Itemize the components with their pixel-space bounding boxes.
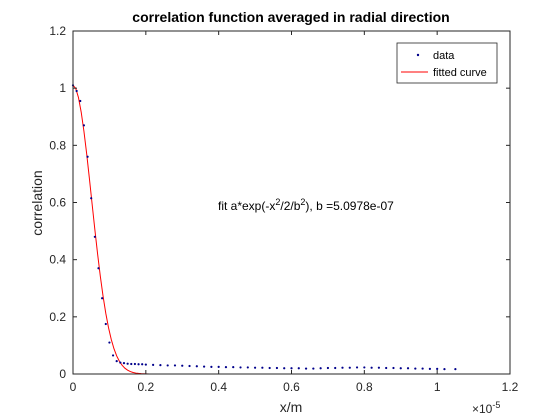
data-point bbox=[90, 197, 93, 200]
fit-annotation: fit a*exp(-x2/2/b2), b =5.0978e-07 bbox=[218, 197, 394, 213]
data-point bbox=[428, 367, 431, 370]
data-point bbox=[137, 363, 140, 366]
fit-annotation-middle: /2/b bbox=[280, 199, 300, 213]
y-tick-label: 1.2 bbox=[49, 24, 66, 38]
plot-area bbox=[73, 31, 510, 374]
data-point bbox=[203, 365, 206, 368]
data-point bbox=[79, 99, 82, 103]
y-tick-label: 0 bbox=[59, 367, 66, 381]
data-point bbox=[399, 367, 402, 370]
data-point bbox=[355, 366, 359, 369]
data-point bbox=[246, 366, 249, 369]
fit-annotation-sup1: 2 bbox=[275, 197, 280, 207]
data-point bbox=[443, 368, 446, 371]
data-point bbox=[253, 366, 257, 369]
data-point bbox=[385, 366, 388, 370]
fit-annotation-prefix: fit a*exp(-x bbox=[218, 199, 275, 213]
x-tick-label: 0 bbox=[70, 380, 77, 394]
data-point bbox=[130, 362, 133, 366]
x-tick-label: 1 bbox=[434, 380, 441, 394]
data-point bbox=[101, 297, 104, 300]
x-tick-label: 0.2 bbox=[137, 380, 154, 394]
data-point bbox=[104, 322, 107, 326]
x-exponent-label: ×10-5 bbox=[472, 400, 500, 416]
data-point bbox=[377, 366, 380, 369]
data-point bbox=[268, 366, 271, 370]
y-tick-label: 0.6 bbox=[49, 196, 66, 210]
data-point bbox=[119, 361, 122, 364]
data-point bbox=[326, 366, 330, 370]
data-point bbox=[82, 124, 86, 127]
data-point bbox=[224, 366, 228, 369]
x-tick-label: 0.8 bbox=[356, 380, 373, 394]
y-tick-label: 0.2 bbox=[49, 310, 66, 324]
data-point bbox=[421, 367, 424, 370]
data-point bbox=[348, 366, 351, 369]
y-tick-label: 0.8 bbox=[49, 138, 66, 152]
data-point bbox=[406, 367, 410, 370]
x-axis: 0 0.2 0.4 0.6 0.8 1 1.2 bbox=[70, 31, 519, 394]
data-point bbox=[181, 364, 184, 367]
data-point bbox=[232, 366, 235, 369]
data-point bbox=[173, 364, 177, 367]
x-axis-label: x/m bbox=[280, 399, 303, 415]
data-point bbox=[141, 363, 144, 366]
data-point bbox=[297, 367, 300, 370]
data-point bbox=[115, 360, 118, 363]
data-point bbox=[370, 366, 373, 369]
data-point bbox=[159, 364, 162, 367]
data-point bbox=[341, 366, 344, 369]
x-tick-label: 1.2 bbox=[502, 380, 519, 394]
data-point bbox=[75, 89, 78, 93]
legend-box bbox=[396, 42, 498, 84]
legend-fit-label: fitted curve bbox=[433, 67, 487, 79]
fit-annotation-sup2: 2 bbox=[300, 197, 305, 207]
data-point bbox=[217, 365, 220, 368]
x-tick-label: 0.6 bbox=[283, 380, 300, 394]
data-point bbox=[133, 362, 137, 366]
y-tick-label: 0.4 bbox=[49, 253, 66, 267]
data-point bbox=[126, 362, 129, 365]
data-point bbox=[261, 366, 264, 369]
data-point bbox=[304, 367, 308, 370]
data-point bbox=[97, 267, 100, 270]
data-point bbox=[111, 354, 115, 357]
data-point bbox=[239, 366, 242, 369]
data-point bbox=[290, 367, 293, 370]
data-point bbox=[334, 366, 337, 370]
x-tick-label: 0.4 bbox=[210, 380, 227, 394]
data-point bbox=[195, 365, 198, 368]
data-point bbox=[166, 364, 169, 367]
data-point bbox=[122, 362, 126, 365]
data-point bbox=[144, 363, 147, 366]
data-point bbox=[363, 366, 366, 369]
data-point bbox=[188, 364, 191, 368]
legend-data-marker bbox=[416, 53, 420, 57]
data-point bbox=[86, 155, 89, 158]
data-point bbox=[454, 368, 457, 371]
data-point bbox=[312, 367, 315, 370]
data-series bbox=[71, 84, 457, 371]
x-exponent-base: ×10 bbox=[472, 402, 493, 416]
fit-annotation-suffix: ), b =5.0978e-07 bbox=[305, 199, 394, 213]
x-exponent-power: -5 bbox=[492, 400, 500, 410]
legend-data-label: data bbox=[433, 50, 455, 62]
y-axis: 0 0.2 0.4 0.6 0.8 1 1.2 bbox=[49, 24, 510, 381]
data-point bbox=[283, 367, 286, 370]
data-point bbox=[392, 366, 395, 370]
data-point bbox=[210, 365, 213, 368]
y-axis-label: correlation bbox=[29, 170, 45, 235]
data-point bbox=[436, 367, 439, 370]
data-point bbox=[93, 235, 96, 238]
chart-title: correlation function averaged in radial … bbox=[132, 9, 449, 25]
data-point bbox=[108, 341, 111, 344]
data-point bbox=[152, 363, 155, 366]
data-point bbox=[319, 367, 322, 370]
legend: data fitted curve bbox=[396, 42, 498, 84]
data-point bbox=[414, 367, 417, 370]
data-point bbox=[275, 366, 279, 370]
y-tick-label: 1 bbox=[59, 81, 66, 95]
